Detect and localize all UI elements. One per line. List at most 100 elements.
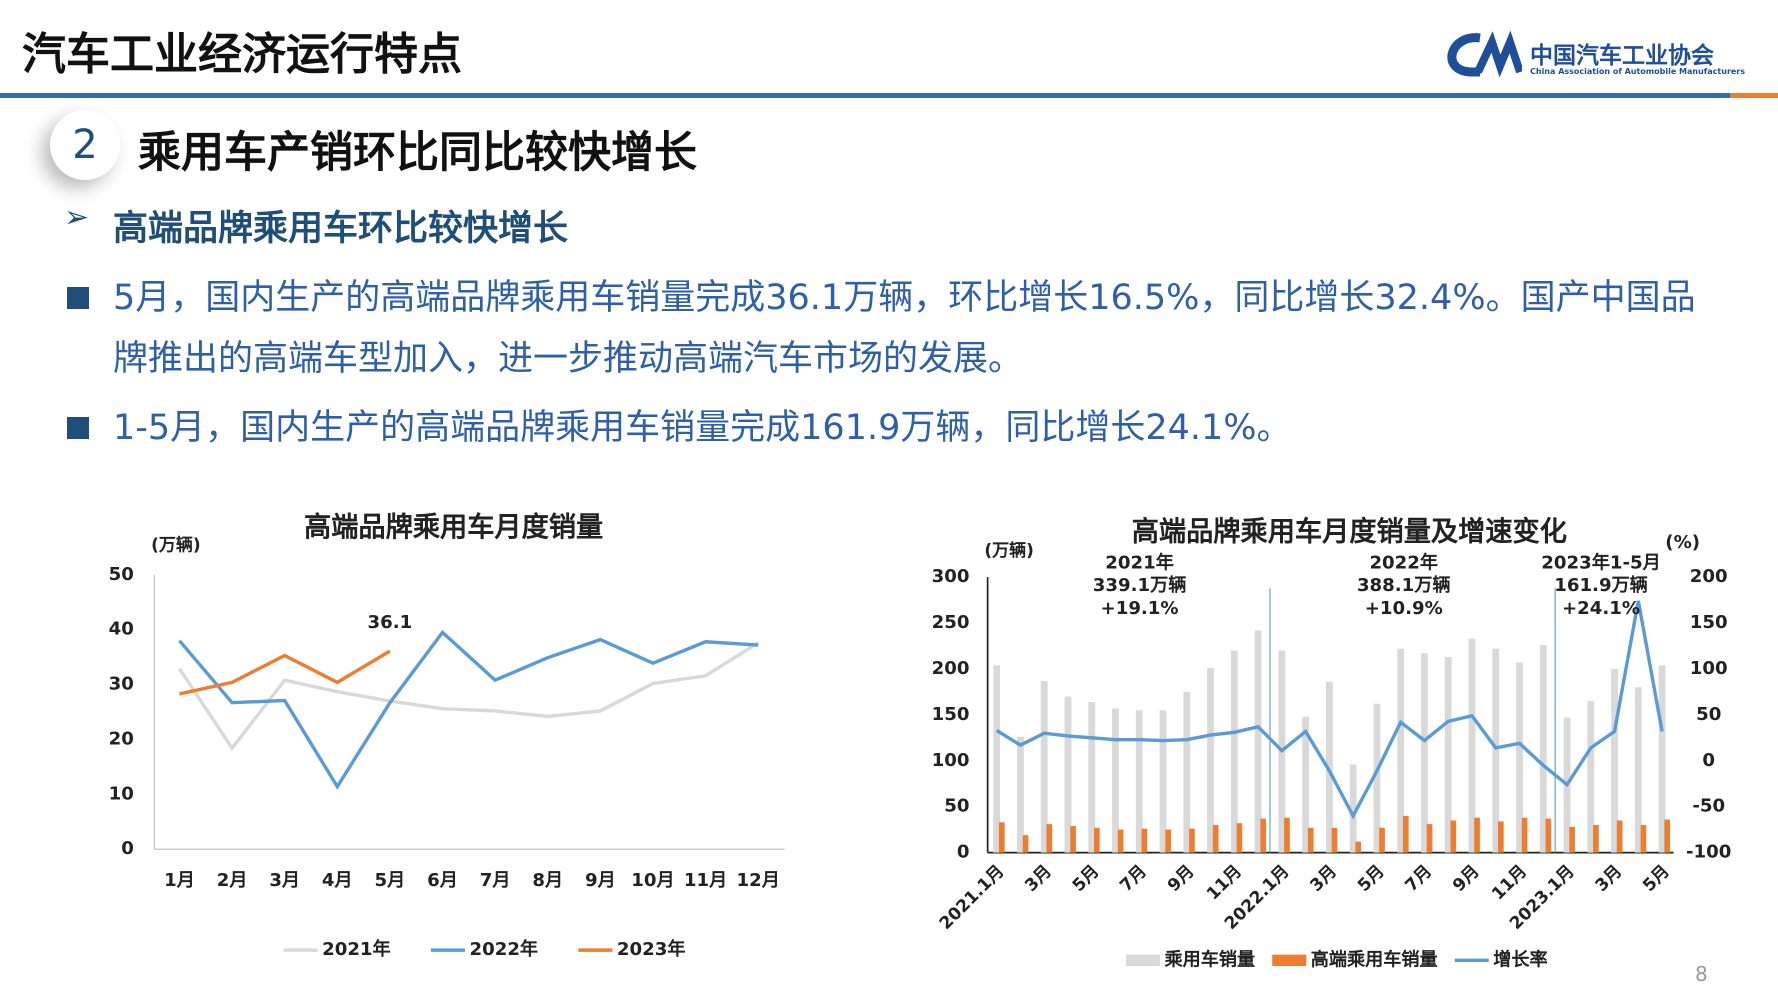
bar: [1017, 736, 1024, 853]
x-tick-label: 7月: [480, 870, 511, 891]
bullet: 5月，国内生产的高端品牌乘用车销量完成36.1万辆，环比增长16.5%，同比增长…: [67, 268, 1723, 390]
bar: [1260, 818, 1267, 853]
x-tick-label: 3月: [1021, 861, 1056, 896]
y2-tick-label: 100: [1690, 658, 1728, 679]
bar: [1141, 828, 1148, 853]
y-tick-label: 200: [932, 658, 970, 679]
legend-swatch: [1272, 954, 1307, 966]
bar: [1088, 701, 1096, 853]
bar: [993, 665, 1001, 853]
y-tick-label: 20: [109, 728, 134, 749]
x-tick-label: 2月: [217, 870, 248, 891]
series-line: [178, 641, 760, 752]
y-tick-label: 300: [932, 566, 970, 587]
series-line: [995, 600, 1664, 820]
logo-mark: [1447, 30, 1522, 78]
bar: [1373, 703, 1381, 853]
x-tick-label: 7月: [1402, 861, 1437, 896]
bar: [1349, 764, 1357, 853]
bar: [1212, 825, 1219, 853]
bar: [1064, 696, 1072, 853]
x-tick-label: 9月: [1449, 861, 1484, 896]
y-tick-label: 50: [109, 564, 134, 585]
bar: [1189, 828, 1195, 853]
bar: [1112, 708, 1119, 853]
x-tick-label: 6月: [427, 870, 458, 891]
x-tick-label: 11月: [1488, 861, 1531, 904]
bar: [1307, 827, 1314, 853]
x-tick-label: 9月: [585, 870, 616, 891]
x-tick-label: 5月: [1354, 861, 1389, 896]
bar: [1521, 817, 1528, 853]
bar: [1236, 823, 1243, 853]
x-tick-label: 11月: [1203, 861, 1246, 904]
bar: [1421, 653, 1428, 853]
bar: [1254, 630, 1262, 853]
bar: [1664, 819, 1671, 853]
bar: [1070, 825, 1076, 853]
bar: [1022, 835, 1029, 853]
bar: [1569, 826, 1575, 853]
bar: [1159, 710, 1167, 853]
bar: [1402, 815, 1409, 853]
x-tick-label: 9月: [1164, 861, 1199, 896]
bar: [1302, 716, 1310, 853]
bar: [1616, 820, 1623, 853]
bar: [1539, 645, 1547, 853]
bar: [1397, 648, 1405, 853]
annotation: 388.1万辆: [1357, 574, 1451, 596]
y-tick-label: 50: [944, 796, 969, 817]
y-tick-label: 40: [109, 619, 134, 640]
bar: [1135, 710, 1143, 853]
bar: [1094, 827, 1100, 853]
y-axis-label: (万辆): [984, 540, 1034, 561]
y-tick-label: 100: [932, 750, 970, 771]
y-tick-label: 250: [932, 612, 970, 633]
x-tick-label: 1月: [164, 870, 195, 891]
annotation: 2021年: [1105, 551, 1174, 573]
y2-tick-label: -100: [1686, 842, 1731, 863]
subheading: 高端品牌乘用车环比较快增长: [113, 209, 569, 249]
bullet-text: 5月，国内生产的高端品牌乘用车销量完成36.1万辆，环比增长16.5%，同比增长…: [113, 278, 1696, 379]
header-rule: [0, 93, 1730, 98]
arrow-bullet: ➢: [64, 200, 90, 235]
legend-swatch: [1125, 954, 1160, 966]
series-line: [179, 649, 391, 696]
chart-title: 高端品牌乘用车月度销量: [304, 511, 603, 543]
legend-label: 2022年: [469, 938, 538, 960]
y-tick-label: 0: [957, 842, 970, 863]
x-tick-label: 8月: [532, 870, 563, 891]
bar: [1183, 691, 1191, 853]
bar: [1450, 820, 1457, 853]
annotation: 161.9万辆: [1554, 574, 1648, 596]
legend-label: 增长率: [1493, 948, 1547, 970]
bar: [1492, 648, 1500, 853]
x-tick-label: 5月: [1639, 861, 1674, 896]
y-tick-label: 10: [109, 783, 134, 804]
bar: [1284, 817, 1290, 853]
annotation: +24.1%: [1562, 598, 1640, 619]
y2-tick-label: -50: [1692, 796, 1725, 817]
annotation: +10.9%: [1365, 598, 1443, 619]
y-tick-label: 30: [109, 674, 134, 695]
y-axis-label: (万辆): [151, 534, 201, 555]
bullet: 1-5月，国内生产的高端品牌乘用车销量完成161.9万辆，同比增长24.1%。: [67, 398, 1723, 459]
bar: [1426, 824, 1433, 853]
header-title: 汽车工业经济运行特点: [22, 29, 462, 80]
bar: [1498, 821, 1504, 853]
bar: [1165, 829, 1171, 853]
y2-tick-label: 50: [1696, 704, 1721, 725]
series-line: [178, 629, 759, 790]
bar: [1516, 662, 1523, 853]
bar: [1474, 817, 1480, 853]
bar: [1658, 665, 1666, 853]
bar: [1355, 841, 1362, 853]
logo-sub: China Association of Automobile Manufact…: [1530, 67, 1746, 76]
bar: [1379, 827, 1385, 853]
y-tick-label: 0: [121, 838, 134, 859]
bullet-text: 1-5月，国内生产的高端品牌乘用车销量完成161.9万辆，同比增长24.1%。: [113, 408, 1292, 448]
y-tick-label: 150: [932, 704, 970, 725]
header-rule-accent: [1730, 93, 1778, 98]
x-tick-label: 5月: [1069, 861, 1104, 896]
